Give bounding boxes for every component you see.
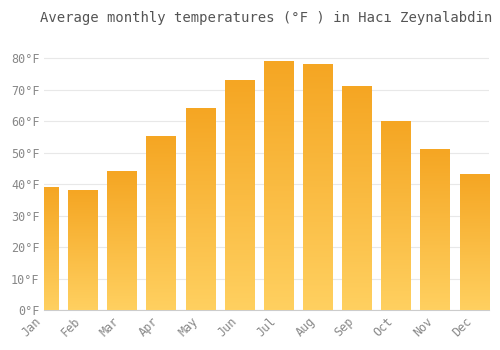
- Bar: [460, 175, 489, 310]
- Bar: [68, 191, 98, 310]
- Bar: [420, 150, 450, 310]
- Title: Average monthly temperatures (°F ) in Hacı Zeynalabdin: Average monthly temperatures (°F ) in Ha…: [40, 11, 492, 25]
- Bar: [29, 188, 58, 310]
- Bar: [225, 80, 254, 310]
- Bar: [108, 172, 136, 310]
- Bar: [303, 65, 332, 310]
- Bar: [382, 121, 410, 310]
- Bar: [146, 137, 176, 310]
- Bar: [342, 87, 372, 310]
- Bar: [264, 62, 293, 310]
- Bar: [186, 109, 215, 310]
